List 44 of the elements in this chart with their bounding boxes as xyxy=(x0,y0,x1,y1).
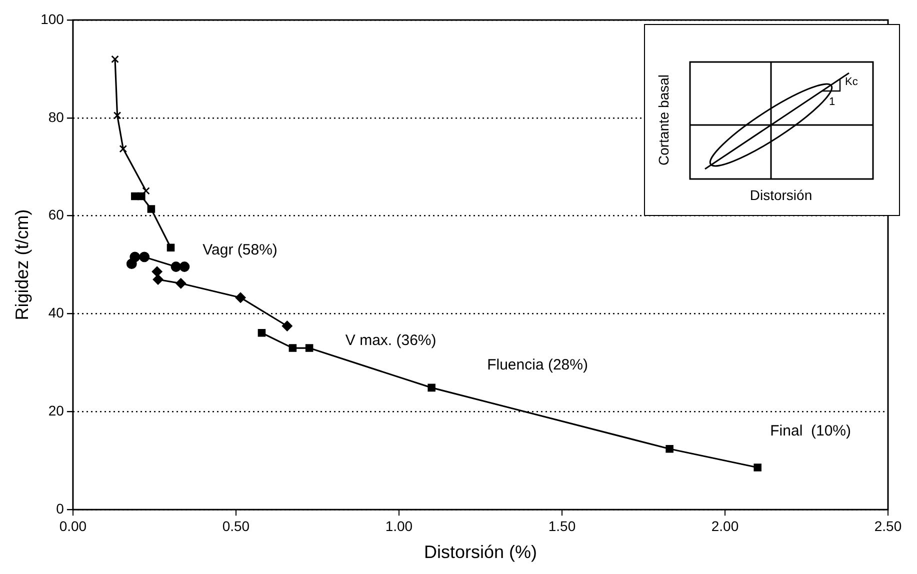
x-tick-label: 1.00 xyxy=(385,518,413,534)
point xyxy=(170,262,182,272)
annotation: Final (10%) xyxy=(770,422,852,440)
point xyxy=(142,186,150,195)
point xyxy=(235,292,246,303)
point xyxy=(130,252,140,262)
annotation: Cortante basal xyxy=(656,74,672,166)
point xyxy=(139,252,150,262)
annotation: Kc xyxy=(845,76,858,88)
point xyxy=(666,445,674,453)
y-tick-label: 100 xyxy=(40,10,64,27)
x-tick-label: 2.00 xyxy=(711,518,739,534)
point xyxy=(305,344,314,352)
point xyxy=(113,112,122,120)
point xyxy=(754,464,762,472)
annotation: Fluencia (28%) xyxy=(487,356,588,374)
x-tick-label: 1.50 xyxy=(548,518,576,534)
point xyxy=(166,244,175,252)
x-axis-title: Distorsión (%) xyxy=(424,542,537,562)
y-tick-label: 40 xyxy=(48,304,64,321)
point xyxy=(152,266,162,277)
point xyxy=(176,278,186,289)
point xyxy=(119,144,128,153)
point xyxy=(179,262,190,272)
point xyxy=(138,192,146,200)
y-tick-label: 20 xyxy=(48,402,64,419)
point xyxy=(111,55,119,64)
point xyxy=(428,384,436,392)
annotation: Distorsión xyxy=(750,187,812,203)
y-tick-label: 80 xyxy=(48,108,64,125)
y-axis-title: Rigidez (t/cm) xyxy=(12,209,32,320)
point xyxy=(147,205,156,213)
x-tick-label: 0.00 xyxy=(59,518,87,534)
x-tick-label: 2.50 xyxy=(874,518,902,534)
point xyxy=(288,344,297,352)
annotation: 1 xyxy=(829,96,836,108)
y-tick-label: 0 xyxy=(56,500,64,516)
point xyxy=(258,328,266,337)
point xyxy=(152,274,164,285)
y-tick-label: 60 xyxy=(48,206,64,223)
annotation: V max. (36%) xyxy=(345,332,436,349)
point xyxy=(282,320,292,332)
annotation: Vagr (58%) xyxy=(202,241,278,258)
x-tick-label: 0.50 xyxy=(222,518,250,534)
